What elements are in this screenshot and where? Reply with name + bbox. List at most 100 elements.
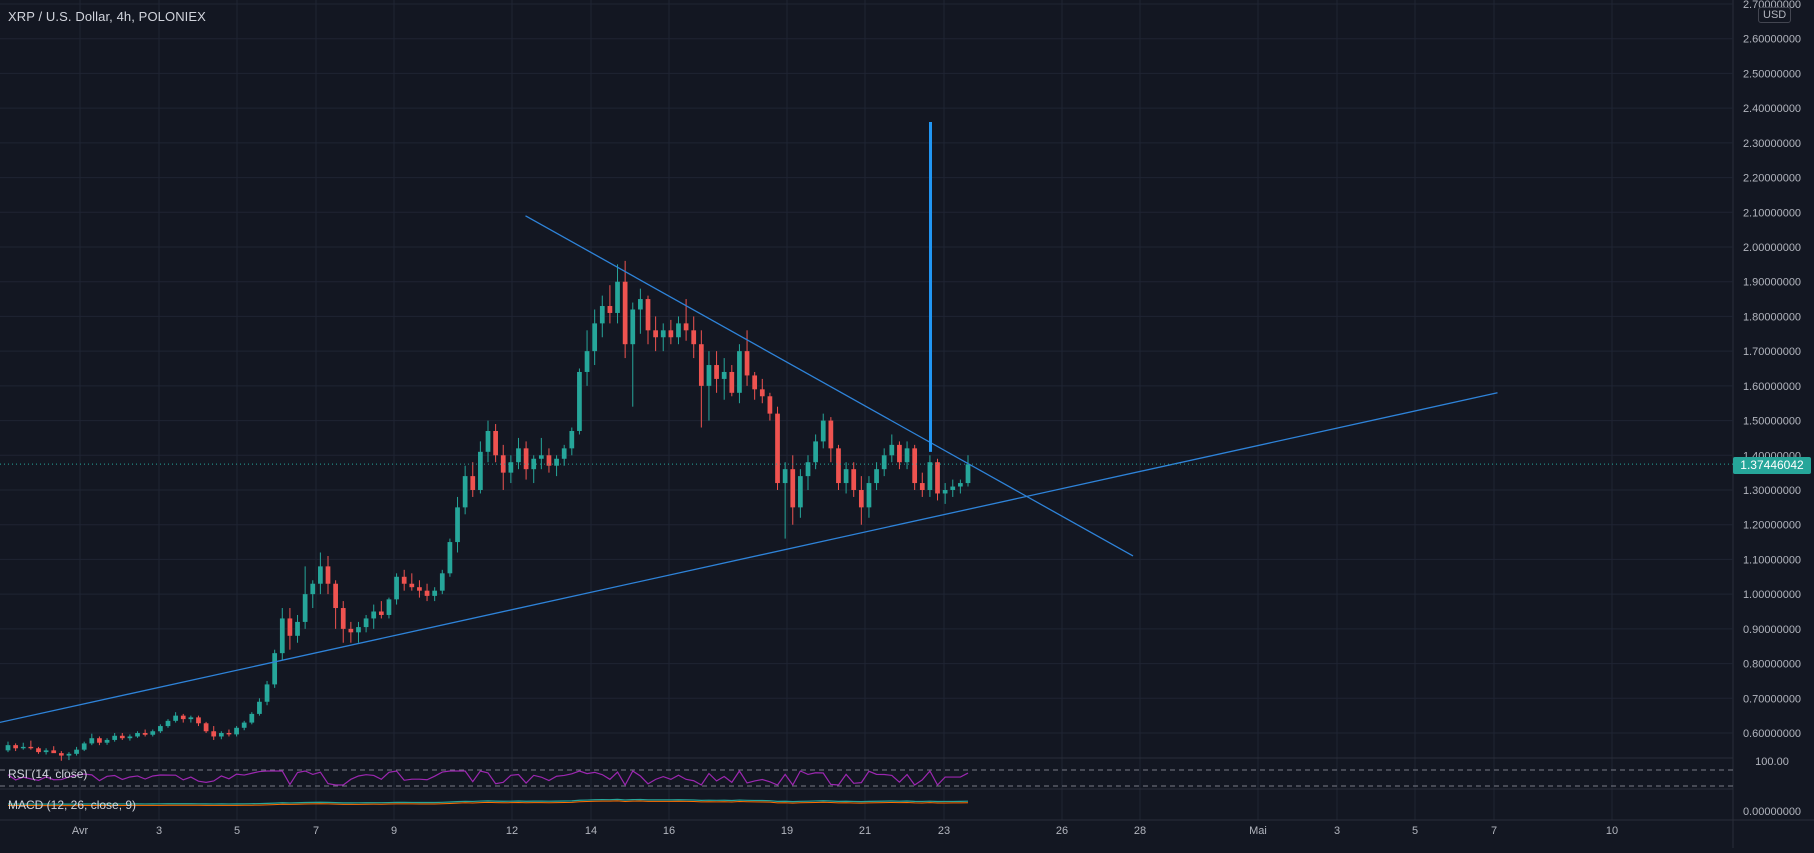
candle-body	[668, 330, 674, 338]
time-tick-label: 10	[1606, 825, 1618, 837]
candle-body	[257, 701, 262, 714]
symbol-title: XRP / U.S. Dollar, 4h, POLONIEX	[8, 9, 206, 24]
candle-body	[927, 462, 933, 490]
price-tick-label: 2.40000000	[1743, 103, 1801, 115]
candle-body	[653, 330, 658, 338]
candle-body	[691, 330, 697, 345]
candle-body	[813, 441, 818, 463]
candle-body	[333, 583, 338, 609]
price-tick-label: 1.70000000	[1743, 346, 1801, 358]
price-tick-label: 0.70000000	[1743, 693, 1801, 705]
candle-body	[409, 583, 415, 588]
candle-body	[188, 717, 194, 720]
candle-body	[318, 566, 323, 584]
candle-body	[356, 627, 361, 633]
price-tick-label: 1.30000000	[1743, 485, 1801, 497]
candle-body	[28, 746, 34, 749]
candle-body	[851, 469, 857, 490]
candle-body	[782, 469, 788, 484]
candle-body	[645, 299, 651, 331]
candle-body	[325, 566, 331, 584]
candle-body	[150, 731, 156, 735]
candle-body	[698, 344, 704, 386]
candle-body	[683, 323, 689, 331]
candle-body	[874, 469, 879, 484]
price-tick-label: 2.10000000	[1743, 207, 1801, 219]
candle-body	[881, 455, 887, 470]
candle-body	[493, 430, 498, 456]
price-tick-label: 0.90000000	[1743, 624, 1801, 636]
price-tick-label: 2.00000000	[1743, 242, 1801, 254]
candle-body	[843, 469, 849, 484]
candle-body	[295, 621, 300, 636]
candle-body	[401, 576, 407, 584]
price-tick-label: 1.80000000	[1743, 311, 1801, 323]
price-tick-label: 2.70000000	[1743, 0, 1801, 11]
candle-body	[638, 299, 643, 310]
candle-body	[622, 281, 628, 345]
candle-body	[737, 351, 742, 393]
time-tick-label: 28	[1134, 825, 1146, 837]
candle-body	[775, 413, 780, 484]
time-tick-label: 7	[313, 825, 319, 837]
candle-body	[950, 486, 956, 490]
candle-body	[386, 599, 392, 615]
price-tick-label: 2.20000000	[1743, 173, 1801, 185]
candle-body	[523, 448, 529, 470]
candle-body	[752, 375, 758, 390]
currency-badge[interactable]: USD	[1758, 7, 1792, 23]
candle-body	[394, 576, 399, 600]
candle-body	[135, 733, 140, 737]
candle-body	[561, 448, 567, 459]
candle-body	[478, 451, 483, 490]
macd-line	[7, 798, 969, 805]
time-tick-label: 7	[1491, 825, 1497, 837]
time-tick-label: 12	[506, 825, 518, 837]
candle-body	[218, 733, 224, 737]
candle-body	[173, 715, 178, 721]
candle-body	[363, 618, 369, 628]
candle-body	[43, 750, 49, 753]
candle-body	[287, 618, 293, 636]
candle-body	[485, 430, 491, 452]
candle-body	[546, 455, 552, 466]
descending-trendline[interactable]	[525, 215, 1134, 557]
candle-body	[89, 738, 95, 744]
candle-body	[127, 736, 133, 739]
candle-body	[272, 653, 278, 685]
rsi-level-label: 100.00	[1755, 756, 1789, 768]
candle-body	[607, 306, 613, 313]
price-tick-label: 1.20000000	[1743, 520, 1801, 532]
candle-body	[660, 330, 666, 338]
candle-body	[554, 458, 559, 466]
price-tick-label: 0.80000000	[1743, 659, 1801, 671]
candle-body	[599, 306, 605, 324]
candle-body	[447, 542, 453, 574]
candle-body	[417, 587, 422, 591]
candle-body	[592, 323, 598, 352]
candle-body	[36, 748, 41, 753]
price-tick-label: 1.00000000	[1743, 589, 1801, 601]
candle-body	[904, 448, 910, 463]
candle-body	[531, 458, 537, 470]
time-tick-label: Mai	[1249, 825, 1267, 837]
ascending-trendline[interactable]	[0, 392, 1498, 724]
candle-body	[630, 309, 636, 345]
candle-body	[264, 684, 270, 702]
candle-body	[234, 727, 239, 735]
candle-body	[516, 448, 521, 463]
candle-body	[196, 717, 201, 724]
candle-body	[5, 745, 11, 751]
time-tick-label: 5	[1412, 825, 1418, 837]
candle-body	[165, 720, 171, 727]
candle-body	[279, 618, 285, 654]
price-tick-label: 2.50000000	[1743, 68, 1801, 80]
candle-body	[935, 462, 940, 494]
time-tick-label: 3	[156, 825, 162, 837]
candle-body	[790, 469, 796, 508]
candle-body	[119, 735, 125, 739]
candle-body	[759, 389, 765, 397]
candle-body	[432, 590, 438, 596]
